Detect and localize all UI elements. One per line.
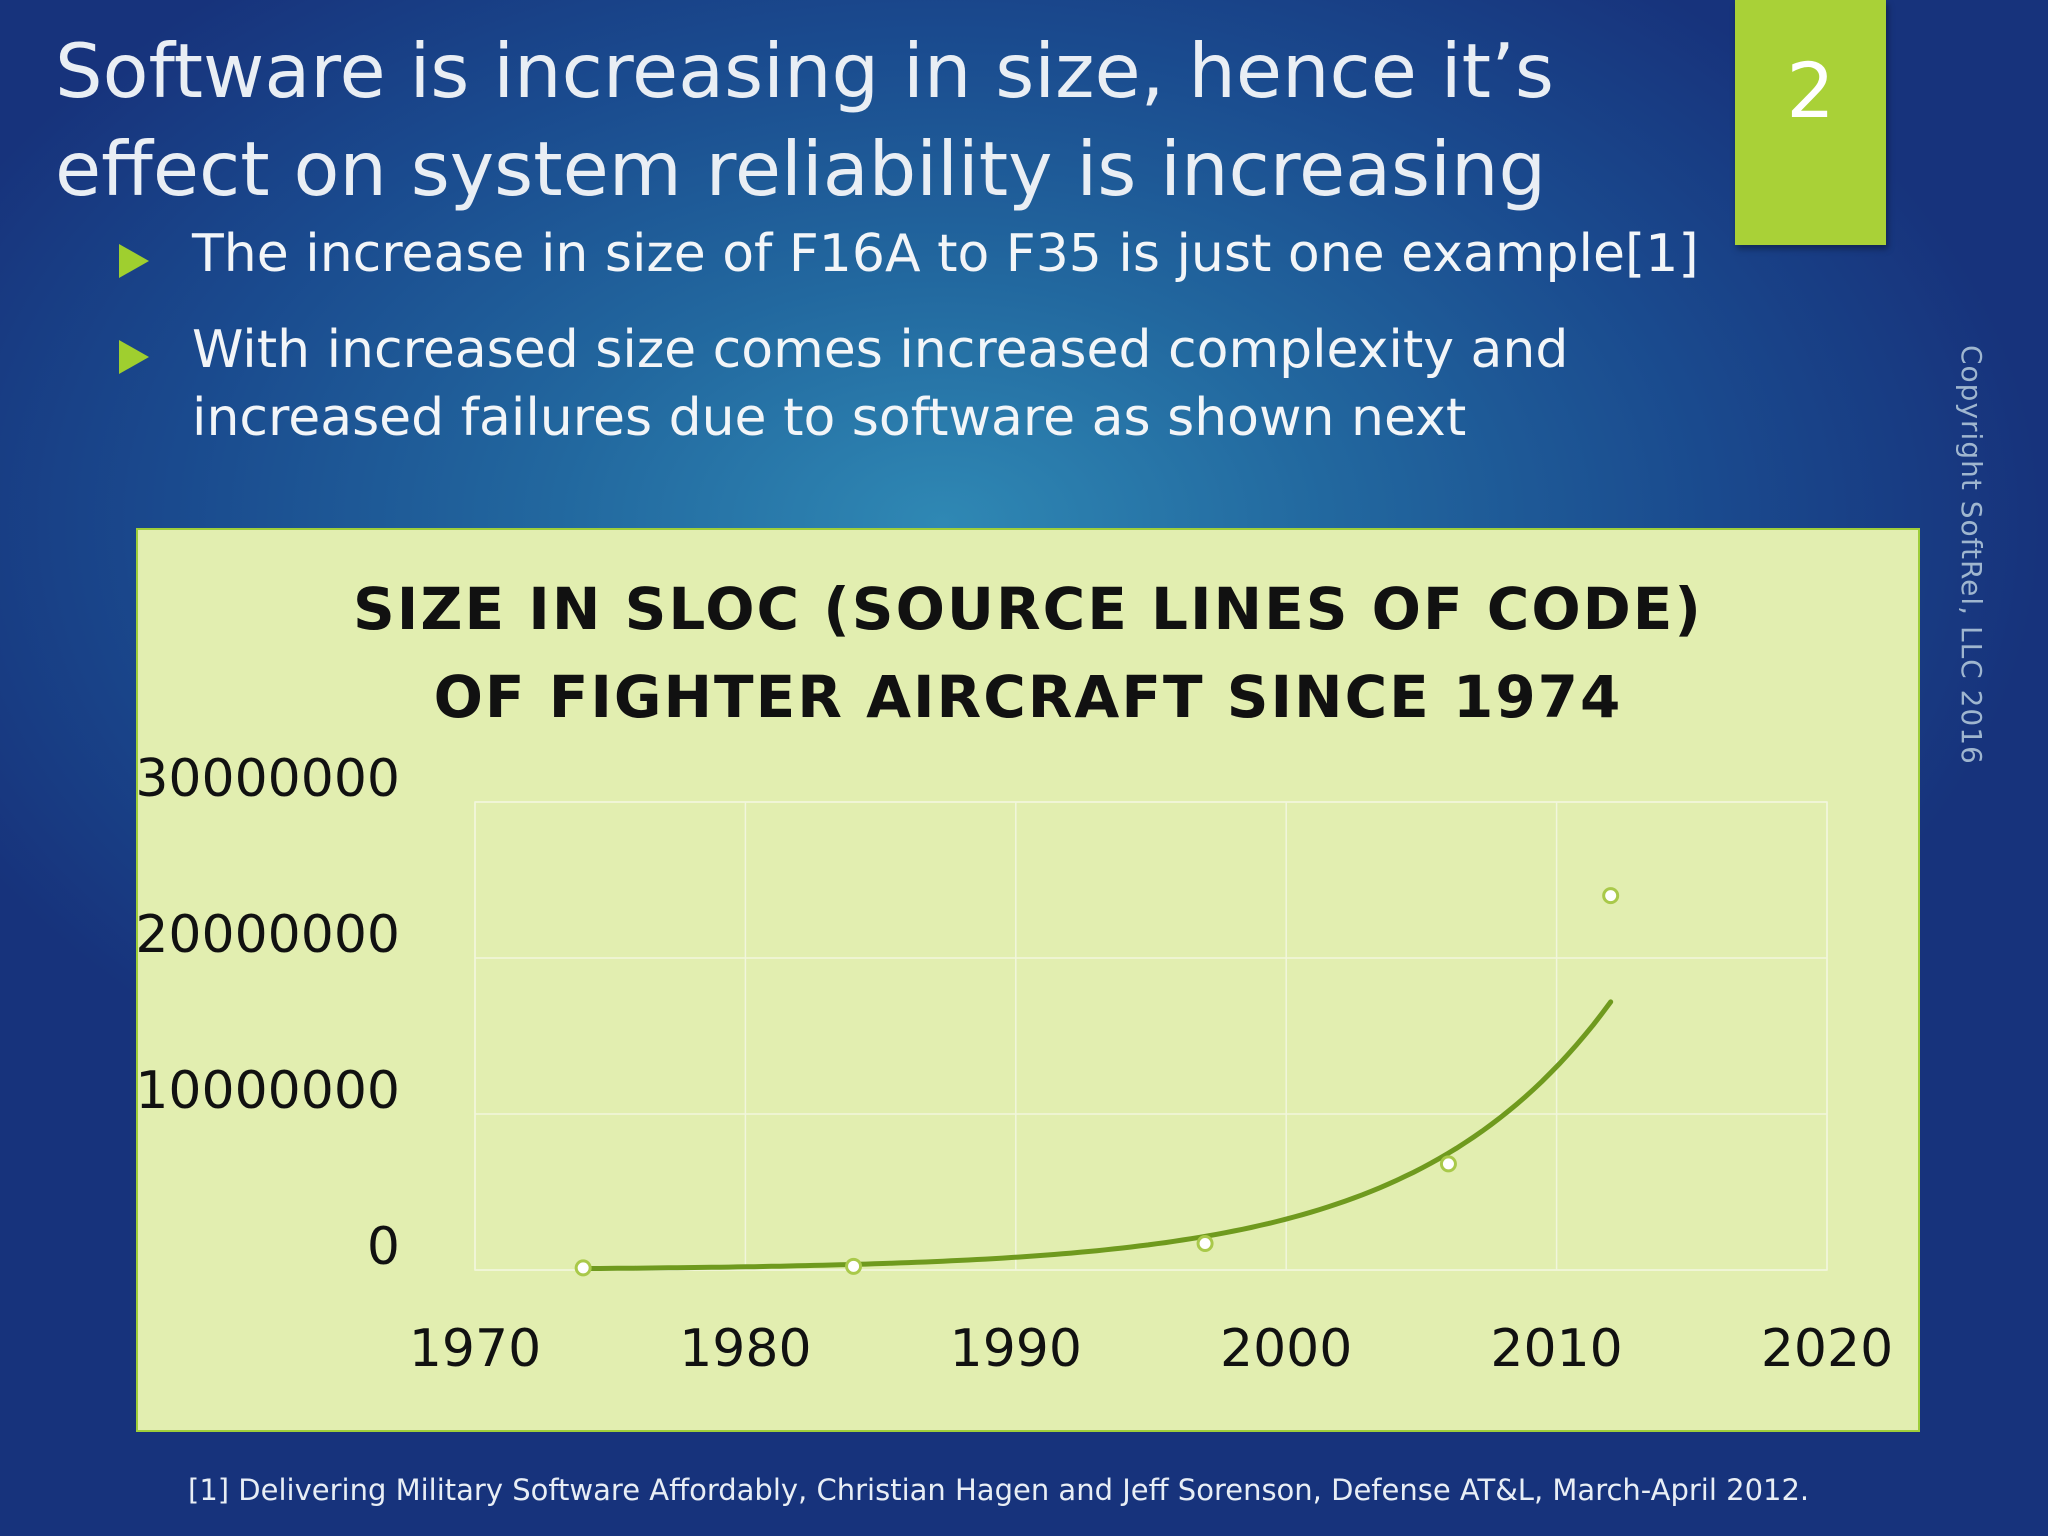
y-tick-label: 0 [367,1217,400,1277]
slide-number-badge: 2 [1735,0,1886,245]
chart-container: SIZE IN SLOC (SOURCE LINES OF CODE) OF F… [136,528,1920,1432]
data-point [1439,1155,1457,1173]
x-tick-label: 1990 [950,1319,1082,1379]
chart-title: SIZE IN SLOC (SOURCE LINES OF CODE) OF F… [138,565,1918,741]
arrow-bullet-icon [119,244,149,278]
trend-line [580,999,1614,1272]
bullet-item: With increased size comes increased comp… [115,316,1765,452]
bullet-list: The increase in size of F16A to F35 is j… [115,220,1765,452]
y-tick-label: 10000000 [138,1061,400,1121]
y-tick-label: 20000000 [138,905,400,965]
footnote: [1] Delivering Military Software Afforda… [188,1473,1810,1507]
arrow-bullet-icon [119,340,149,374]
x-tick-label: 1980 [679,1319,811,1379]
data-point [1196,1234,1214,1252]
x-tick-label: 2010 [1490,1319,1622,1379]
x-tick-label: 2000 [1220,1319,1352,1379]
slide-number: 2 [1786,46,1835,135]
copyright-notice: Copyright SoftRel, LLC 2016 [1955,345,1988,765]
plot-area [474,801,1828,1271]
bullet-text: With increased size comes increased comp… [192,320,1569,448]
x-tick-label: 2020 [1761,1319,1893,1379]
slide-title: Software is increasing in size, hence it… [55,27,1554,213]
chart-title-line: SIZE IN SLOC (SOURCE LINES OF CODE) [353,575,1703,643]
chart-plot: 1970 1980 1990 2000 2010 2020 0 10000000 2000000… [138,749,1893,1379]
bullet-text: The increase in size of F16A to F35 is j… [192,224,1699,284]
chart-title-line: OF FIGHTER AIRCRAFT SINCE 1974 [433,663,1623,731]
y-tick-label: 30000000 [138,749,400,809]
bullet-item: The increase in size of F16A to F35 is j… [115,220,1765,288]
data-point [574,1259,592,1277]
data-point [845,1257,863,1275]
x-tick-label: 1970 [409,1319,541,1379]
data-point [1602,887,1620,905]
